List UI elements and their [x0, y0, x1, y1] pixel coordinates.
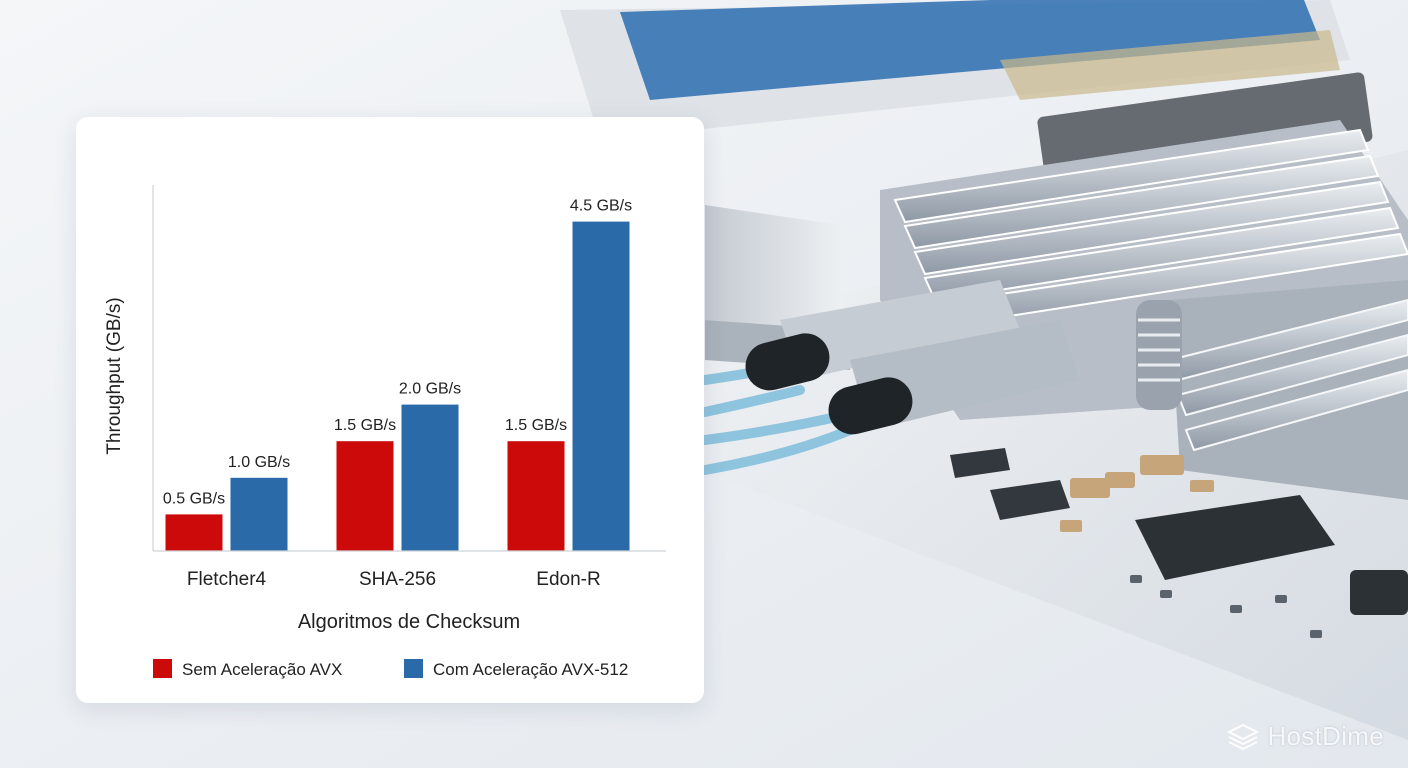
x-tick-label: Edon-R: [536, 569, 600, 590]
chart-card: 0.5 GB/s 1.0 GB/s Fletcher4 1.5 GB/s 2.0 GB/…: [76, 117, 704, 703]
data-label: 1.5 GB/s: [505, 417, 567, 434]
x-tick-label: Fletcher4: [187, 569, 267, 590]
data-label: 4.5 GB/s: [570, 198, 632, 215]
watermark: HostDime: [1227, 721, 1384, 752]
x-tick-label: SHA-256: [359, 569, 436, 590]
bar-sha-256-series1: [336, 441, 394, 551]
y-axis-title: Throughput (GB/s): [104, 297, 125, 454]
bar-chart: 0.5 GB/s 1.0 GB/s Fletcher4 1.5 GB/s 2.0 GB/…: [104, 185, 666, 679]
bar-sha-256-series2: [401, 404, 459, 551]
bar-edon-r-series2: [572, 221, 630, 551]
data-label: 0.5 GB/s: [163, 490, 225, 507]
data-label: 1.0 GB/s: [228, 454, 290, 471]
bar-fletcher4-series1: [165, 514, 223, 551]
legend: Sem Aceleração AVX Com Aceleração AVX-512: [153, 659, 628, 679]
data-label: 2.0 GB/s: [399, 381, 461, 398]
legend-swatch: [404, 659, 423, 678]
legend-swatch: [153, 659, 172, 678]
hostdime-logo-icon: [1227, 723, 1260, 750]
watermark-text: HostDime: [1267, 721, 1384, 751]
x-axis-title: Algoritmos de Checksum: [298, 611, 520, 633]
bar-edon-r-series1: [507, 441, 565, 551]
bar-fletcher4-series2: [230, 477, 288, 551]
legend-label: Sem Aceleração AVX: [182, 660, 342, 679]
legend-label: Com Aceleração AVX-512: [433, 660, 628, 679]
data-label: 1.5 GB/s: [334, 417, 396, 434]
